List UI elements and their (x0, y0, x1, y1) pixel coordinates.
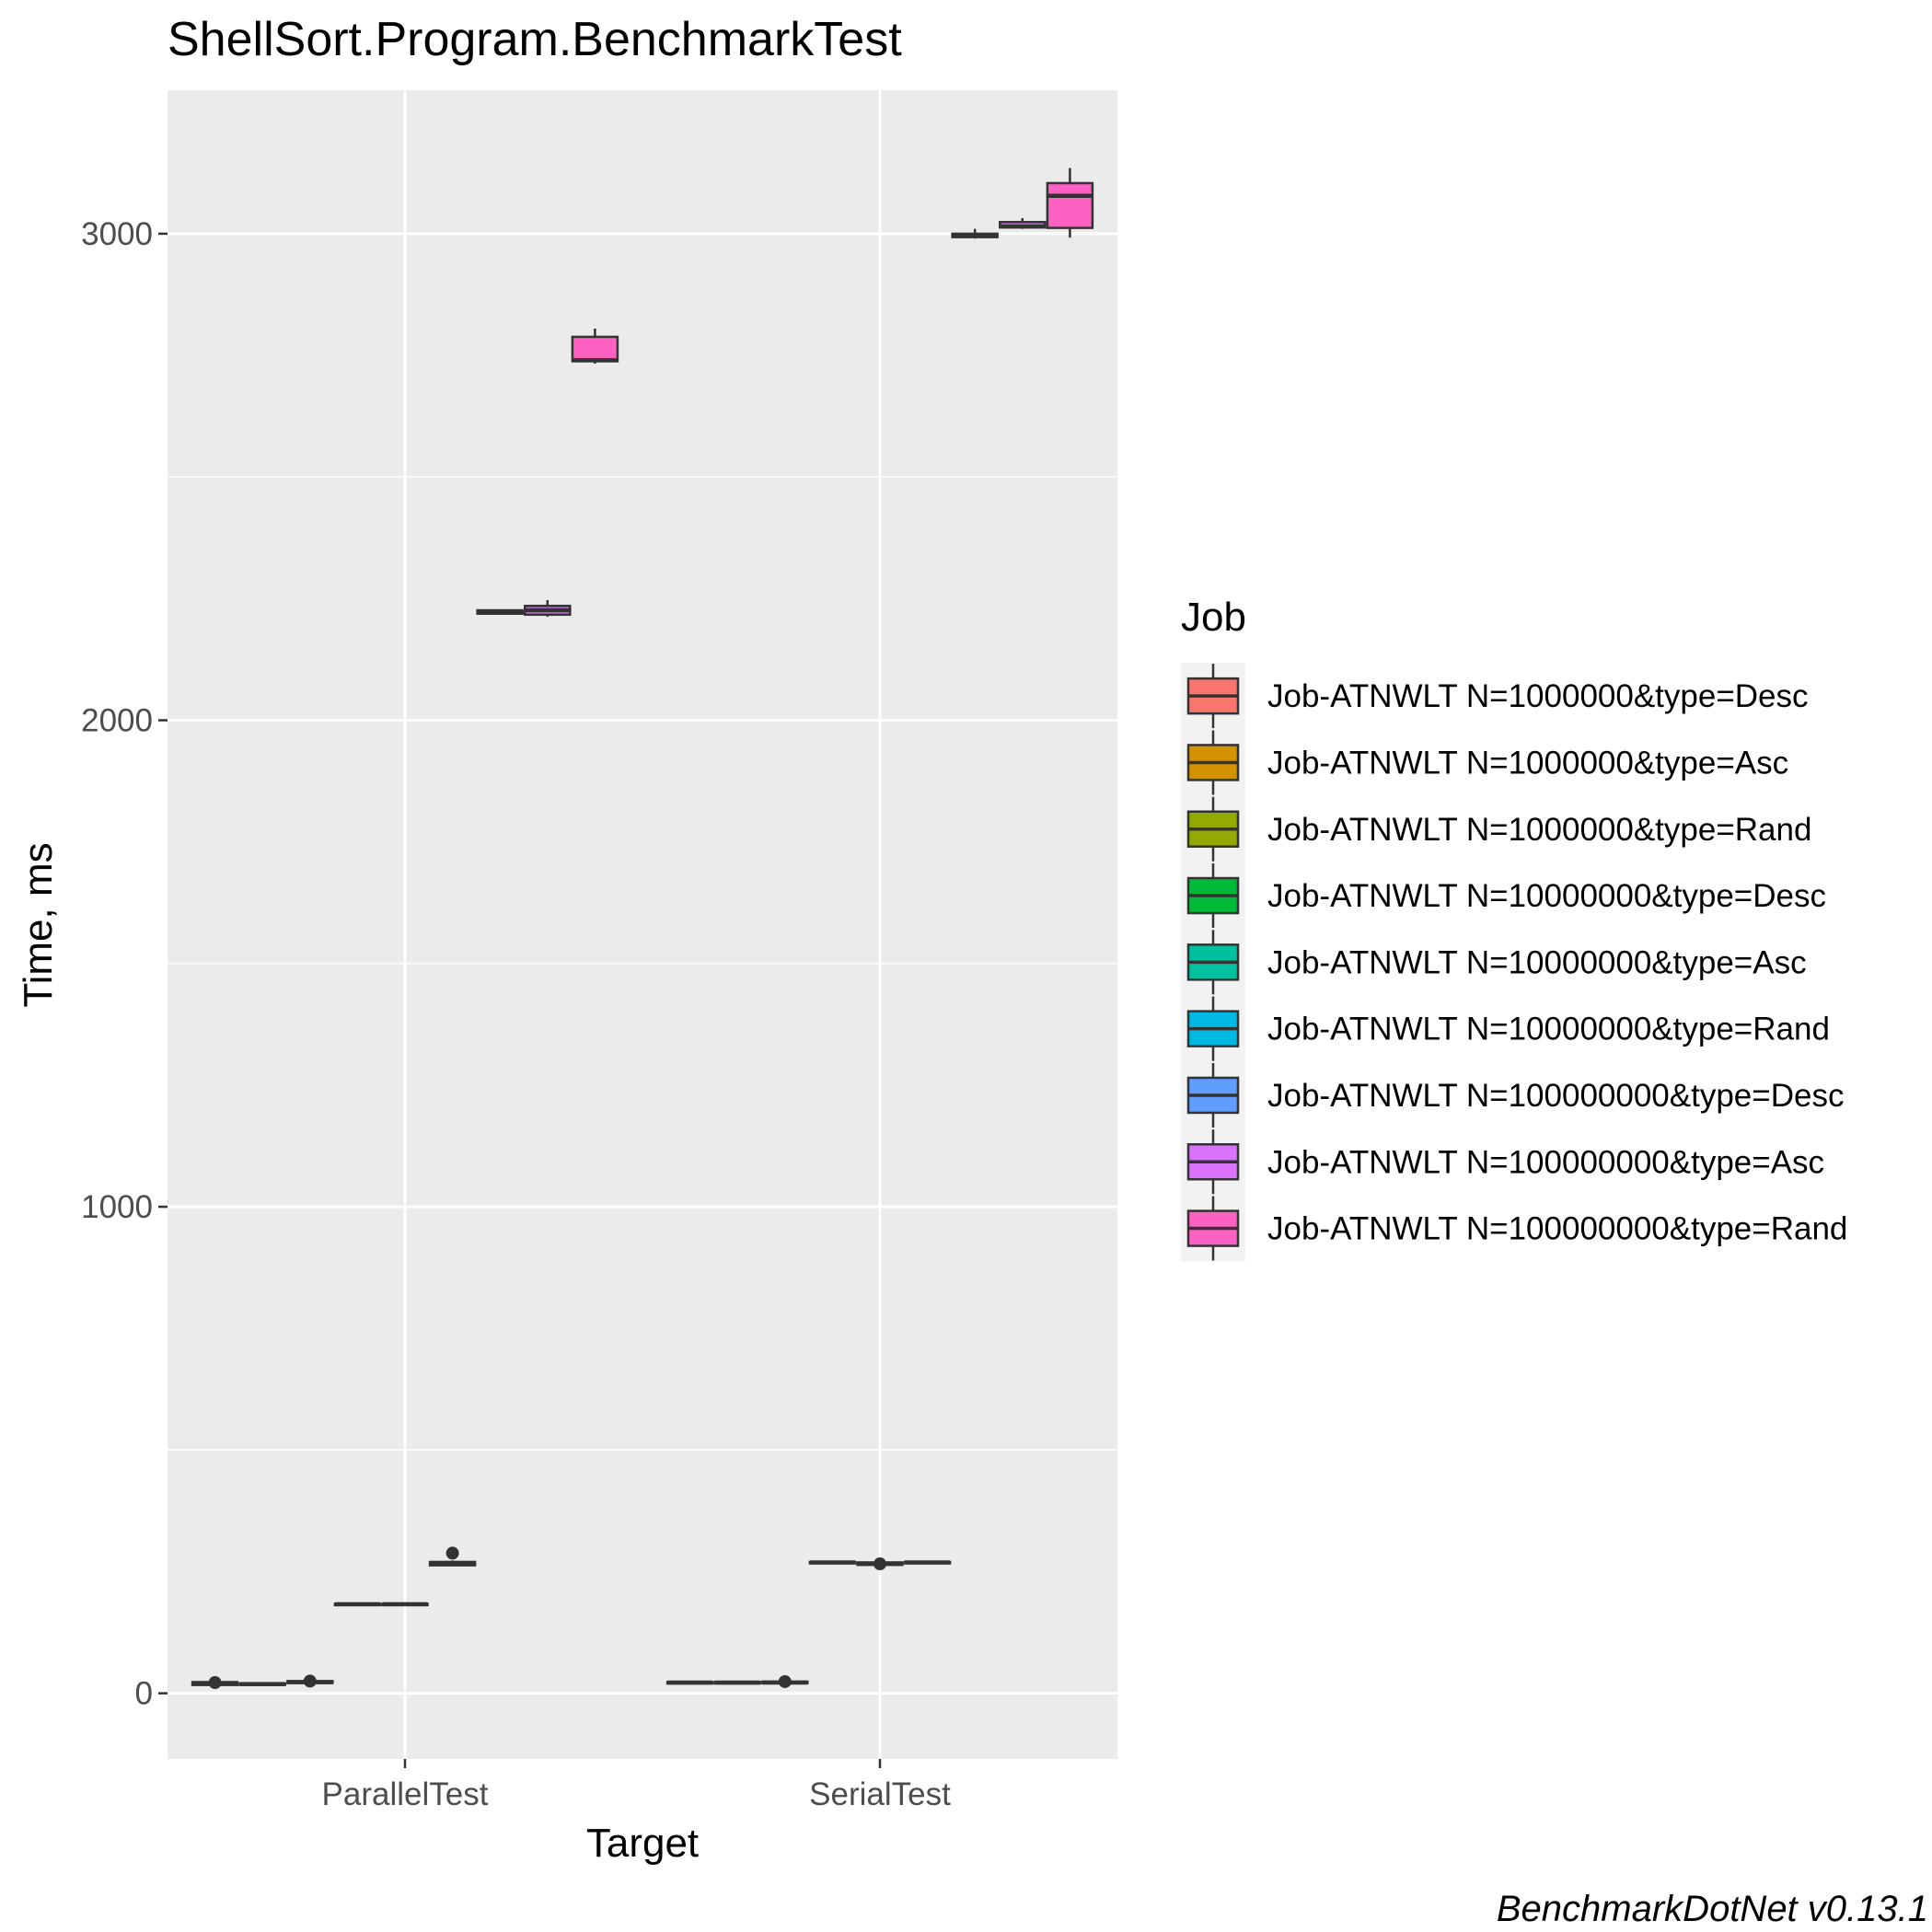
box-1-0 (665, 1680, 714, 1685)
legend-item: Job-ATNWLT N=1000000&type=Rand (1186, 796, 1811, 862)
box-body (1046, 181, 1094, 229)
outlier-point (303, 1674, 317, 1688)
legend-item: Job-ATNWLT N=10000000&type=Rand (1186, 996, 1830, 1061)
legend-item: Job-ATNWLT N=100000000&type=Asc (1186, 1129, 1824, 1195)
panel-background (168, 90, 1117, 1759)
box-0-1 (238, 1682, 286, 1686)
legend-label: Job-ATNWLT N=10000000&type=Desc (1267, 878, 1826, 914)
box-0-4 (381, 1602, 429, 1607)
legend-label: Job-ATNWLT N=1000000&type=Desc (1267, 678, 1809, 714)
outlier-point (208, 1676, 222, 1690)
box-0-6 (476, 608, 524, 615)
plot-panel (168, 90, 1117, 1759)
legend-item: Job-ATNWLT N=1000000&type=Desc (1186, 664, 1809, 729)
legend: Job Job-ATNWLT N=1000000&type=Desc Job-AT… (1181, 595, 1847, 1262)
legend-label: Job-ATNWLT N=100000000&type=Desc (1267, 1078, 1844, 1114)
caption: BenchmarkDotNet v0.13.1 (1497, 1889, 1928, 1929)
chart-title: ShellSort.Program.BenchmarkTest (168, 13, 902, 66)
x-tick-label: SerialTest (809, 1776, 951, 1812)
box-1-5 (903, 1560, 952, 1565)
box-1-8 (1046, 168, 1094, 238)
box-1-1 (713, 1680, 761, 1685)
legend-label: Job-ATNWLT N=10000000&type=Rand (1267, 1012, 1830, 1047)
outlier-point (445, 1546, 459, 1560)
box-0-0 (191, 1676, 239, 1690)
axes: 0 1000 2000 3000 ParallelTest SerialTest (81, 216, 951, 1812)
box-1-3 (808, 1560, 857, 1565)
legend-label: Job-ATNWLT N=100000000&type=Rand (1267, 1211, 1847, 1247)
y-tick-label: 1000 (81, 1189, 153, 1225)
legend-title: Job (1181, 595, 1246, 640)
outlier-point (778, 1674, 792, 1688)
legend-label: Job-ATNWLT N=100000000&type=Asc (1267, 1144, 1824, 1180)
x-axis-label: Target (586, 1821, 699, 1866)
y-tick-label: 3000 (81, 216, 153, 252)
box-plots (191, 168, 1094, 1690)
box-0-2 (286, 1674, 334, 1688)
box-0-3 (333, 1602, 382, 1607)
box-body (571, 335, 619, 363)
x-tick-label: ParallelTest (322, 1776, 489, 1812)
box-1-2 (761, 1674, 809, 1688)
legend-label: Job-ATNWLT N=1000000&type=Rand (1267, 812, 1811, 848)
y-tick-label: 0 (135, 1676, 153, 1712)
legend-item: Job-ATNWLT N=1000000&type=Asc (1186, 730, 1788, 795)
y-axis-label: Time, ms (16, 842, 61, 1007)
legend-label: Job-ATNWLT N=1000000&type=Asc (1267, 745, 1788, 781)
legend-item: Job-ATNWLT N=100000000&type=Rand (1186, 1196, 1847, 1261)
outlier-point (873, 1557, 886, 1571)
box-1-6 (951, 228, 999, 239)
box-0-8 (571, 329, 619, 364)
legend-item: Job-ATNWLT N=10000000&type=Desc (1186, 863, 1826, 929)
box-1-7 (999, 218, 1047, 229)
y-tick-label: 2000 (81, 703, 153, 739)
box-1-4 (856, 1557, 904, 1571)
legend-label: Job-ATNWLT N=10000000&type=Asc (1267, 944, 1807, 980)
legend-item: Job-ATNWLT N=10000000&type=Asc (1186, 930, 1807, 995)
box-0-5 (428, 1546, 477, 1567)
box-0-7 (524, 599, 572, 617)
legend-item: Job-ATNWLT N=100000000&type=Desc (1186, 1062, 1844, 1128)
